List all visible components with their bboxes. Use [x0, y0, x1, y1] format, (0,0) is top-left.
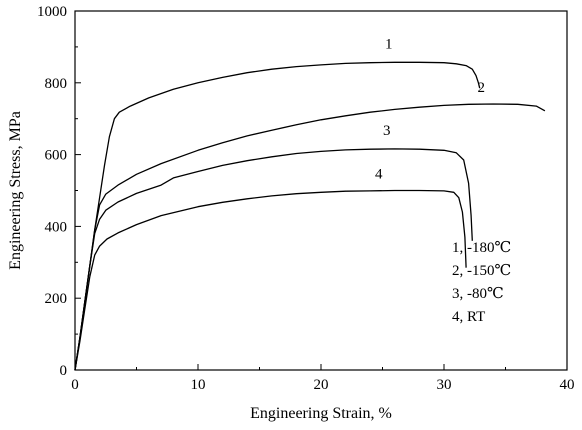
y-tick-label: 400 [45, 219, 68, 235]
legend-entry: 1, -180℃ [452, 240, 511, 256]
y-tick-label: 600 [45, 148, 68, 164]
legend-entry: 4, RT [452, 309, 485, 325]
legend-entry: 2, -150℃ [452, 263, 511, 279]
y-axis-title: Engineering Stress, MPa [7, 111, 24, 270]
x-tick-label: 40 [560, 377, 575, 393]
x-axis-ticks: 0 10 20 30 40 [71, 364, 575, 393]
curve-label-1: 1 [385, 36, 393, 52]
x-tick-label: 10 [191, 377, 206, 393]
y-tick-label: 0 [60, 363, 68, 379]
y-tick-label: 200 [45, 291, 68, 307]
y-axis-ticks: 0 200 400 600 800 1000 [37, 4, 81, 379]
curve-3 [74, 148, 473, 371]
x-tick-label: 30 [437, 377, 452, 393]
curve-labels-layer: 1 2 3 4 [375, 36, 485, 182]
curves-layer [74, 61, 546, 371]
curve-4 [74, 189, 467, 371]
curve-label-3: 3 [383, 123, 391, 139]
curve-label-2: 2 [477, 80, 485, 96]
x-tick-label: 20 [314, 377, 329, 393]
legend-entry: 3, -80℃ [452, 286, 504, 302]
legend: 1, -180℃ 2, -150℃ 3, -80℃ 4, RT [452, 240, 511, 325]
y-tick-label: 1000 [37, 4, 67, 20]
curve-2 [74, 103, 546, 371]
y-tick-label: 800 [45, 76, 68, 92]
curve-1 [74, 61, 481, 371]
x-axis-title: Engineering Strain, % [250, 405, 392, 422]
curve-label-4: 4 [375, 167, 383, 183]
x-tick-label: 0 [71, 377, 79, 393]
